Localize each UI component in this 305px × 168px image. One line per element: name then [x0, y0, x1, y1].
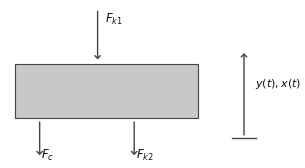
Text: $F_{k2}$: $F_{k2}$ [136, 148, 154, 163]
FancyBboxPatch shape [15, 64, 198, 118]
Text: $y(t), x(t)$: $y(t), x(t)$ [255, 77, 301, 91]
Text: $F_{k1}$: $F_{k1}$ [105, 12, 123, 27]
Text: $F_c$: $F_c$ [41, 148, 54, 163]
